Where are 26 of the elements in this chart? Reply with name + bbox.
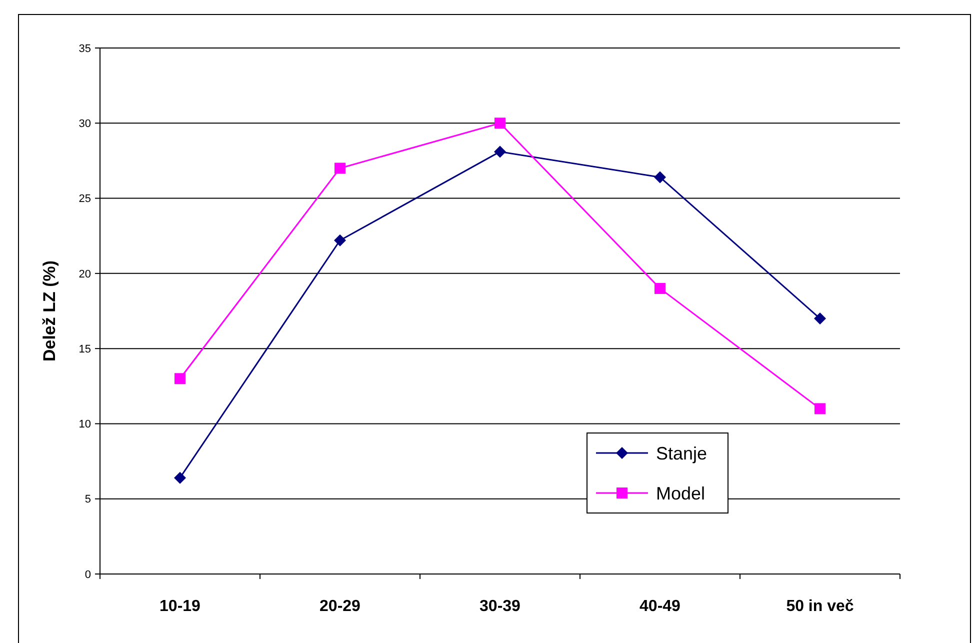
point [334, 162, 346, 174]
point [494, 146, 506, 158]
x-tick-label: 40-49 [640, 598, 681, 615]
point [334, 234, 346, 246]
point [814, 403, 826, 414]
point [814, 312, 826, 325]
y-tick-label: 30 [78, 118, 91, 130]
x-tick-label: 20-29 [320, 598, 361, 615]
y-tick-label: 15 [78, 343, 91, 356]
y-tick-label: 25 [78, 193, 91, 206]
point [654, 171, 666, 184]
y-tick-label: 20 [78, 268, 91, 280]
legend-label: Model [656, 483, 706, 504]
x-tick-label: 50 in več [786, 598, 854, 615]
point [654, 282, 666, 294]
x-tick-label: 10-19 [160, 598, 201, 615]
point [174, 472, 186, 484]
point [174, 373, 186, 384]
x-tick-label: 30-39 [480, 598, 521, 615]
y-tick-label: 5 [84, 494, 91, 506]
y-tick-label: 35 [78, 42, 91, 55]
y-axis-title: Delež LZ (%) [40, 260, 59, 362]
y-tick-label: 0 [84, 568, 91, 581]
point [494, 118, 506, 129]
y-tick-label: 10 [78, 418, 91, 431]
legend-label: Stanje [656, 443, 708, 464]
